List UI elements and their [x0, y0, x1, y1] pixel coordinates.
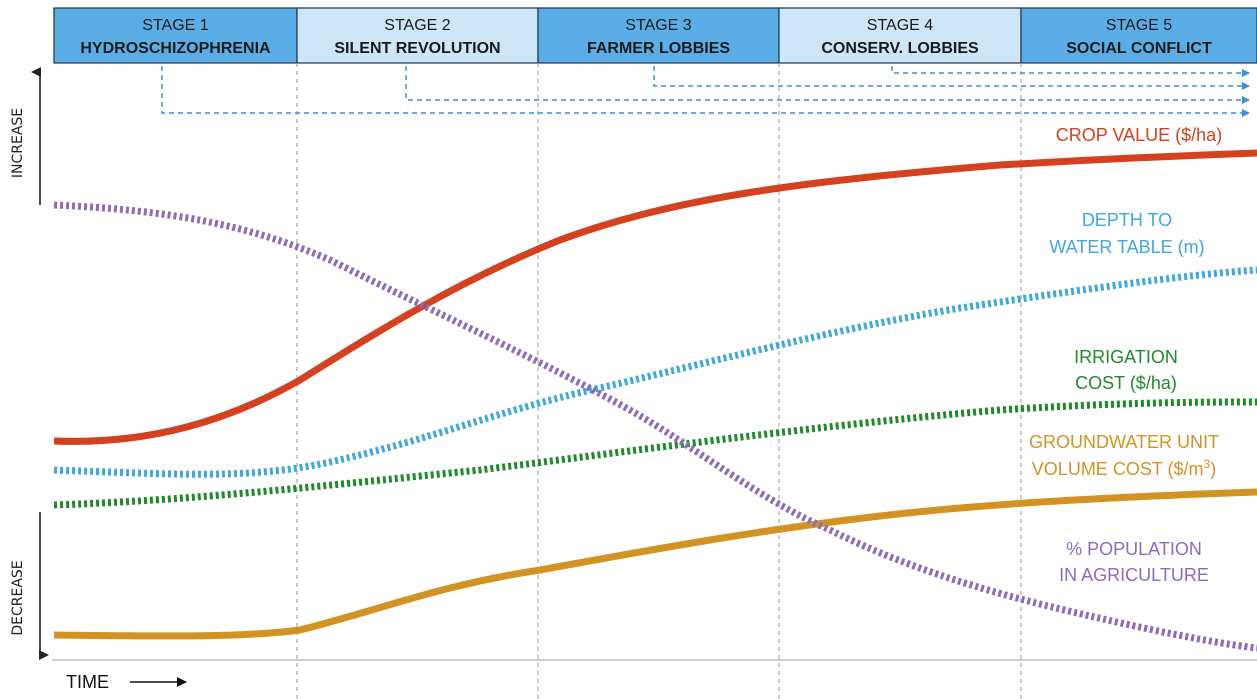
stage-header: STAGE 1 HYDROSCHIZOPHRENIA STAGE 2 SILENT R… — [53, 7, 1257, 64]
crop-value-label: CROP VALUE ($/ha) — [1056, 125, 1222, 145]
label-line: IN AGRICULTURE — [1059, 565, 1209, 585]
label-line: DEPTH TO — [1082, 210, 1172, 230]
stage-box-2: STAGE 2 SILENT REVOLUTION — [296, 7, 539, 64]
population-in-agriculture-label: % POPULATION IN AGRICULTURE — [1059, 539, 1209, 585]
stage-arrow-3 — [653, 66, 1250, 90]
stage-box-bg — [778, 7, 1022, 64]
stage-box-bg — [1020, 7, 1257, 64]
label-line: GROUNDWATER UNIT — [1029, 432, 1219, 452]
stage-box-1: STAGE 1 HYDROSCHIZOPHRENIA — [53, 7, 298, 64]
stage-box-bg — [296, 7, 539, 64]
label-line: CROP VALUE ($/ha) — [1056, 125, 1222, 145]
decrease-label: DECREASE — [10, 560, 26, 635]
stage-arrow-1 — [161, 66, 1250, 117]
stage-name: FARMER LOBBIES — [587, 40, 730, 57]
label-line: WATER TABLE (m) — [1049, 237, 1204, 257]
irrigation-cost-curve — [53, 398, 1257, 509]
groundwater-unit-volume-cost-label: GROUNDWATER UNIT VOLUME COST ($/m3) — [1029, 432, 1219, 479]
population-in-agriculture-curve — [53, 201, 1257, 652]
depth-to-water-table-label: DEPTH TO WATER TABLE (m) — [1049, 210, 1204, 257]
irrigation-cost-label: IRRIGATION COST ($/ha) — [1074, 347, 1178, 393]
stage-name: SILENT REVOLUTION — [334, 40, 500, 57]
time-label: TIME — [66, 672, 109, 692]
label-line: % POPULATION — [1066, 539, 1202, 559]
label-line: COST ($/ha) — [1075, 373, 1177, 393]
stage-name: SOCIAL CONFLICT — [1066, 40, 1212, 57]
curves — [53, 149, 1257, 652]
depth-to-water-table-curve — [53, 266, 1257, 478]
stage-box-bg — [537, 7, 780, 64]
stage-box-3: STAGE 3 FARMER LOBBIES — [537, 7, 780, 64]
label-line: IRRIGATION — [1074, 347, 1178, 367]
stage-box-4: STAGE 4 CONSERV. LOBBIES — [778, 7, 1022, 64]
stage-dividers — [296, 63, 1022, 699]
stage-number: STAGE 3 — [625, 17, 691, 34]
increase-label: INCREASE — [10, 108, 26, 178]
stage-number: STAGE 2 — [384, 17, 450, 34]
stage-number: STAGE 1 — [142, 17, 208, 34]
curve-labels: CROP VALUE ($/ha) DEPTH TO WATER TABLE (m)… — [1029, 125, 1222, 585]
label-line: VOLUME COST ($/m3) — [1032, 457, 1216, 479]
stage-number: STAGE 4 — [867, 17, 933, 34]
stage-box-bg — [53, 7, 298, 64]
stage-arrows — [161, 66, 1250, 117]
crop-value-curve — [53, 149, 1257, 445]
stage-box-5: STAGE 5 SOCIAL CONFLICT — [1020, 7, 1257, 64]
groundwater-unit-volume-cost-curve — [53, 488, 1257, 640]
stage-number: STAGE 5 — [1106, 17, 1172, 34]
stage-arrow-4 — [891, 66, 1250, 77]
stage-name: HYDROSCHIZOPHRENIA — [80, 40, 271, 57]
stage-name: CONSERV. LOBBIES — [821, 40, 979, 57]
stage-arrow-2 — [405, 66, 1250, 104]
